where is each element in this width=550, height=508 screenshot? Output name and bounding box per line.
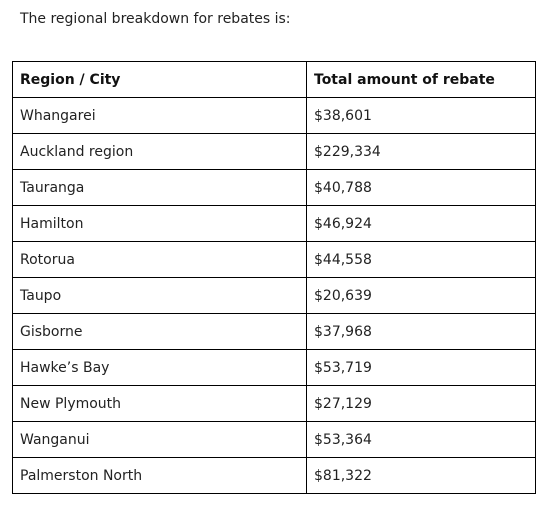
table-row: Taupo $20,639 xyxy=(12,277,536,314)
amount-cell: $40,788 xyxy=(306,169,536,206)
region-cell: Tauranga xyxy=(12,169,307,206)
region-cell: Taupo xyxy=(12,277,307,314)
table-row: Tauranga $40,788 xyxy=(12,169,536,206)
table-row: Wanganui $53,364 xyxy=(12,421,536,458)
amount-cell: $53,719 xyxy=(306,349,536,386)
table-header-row: Region / City Total amount of rebate xyxy=(12,61,536,98)
region-cell: Wanganui xyxy=(12,421,307,458)
region-cell: Gisborne xyxy=(12,313,307,350)
column-header-amount: Total amount of rebate xyxy=(306,61,536,98)
table-body: Whangarei $38,601 Auckland region $229,3… xyxy=(12,97,536,494)
intro-text: The regional breakdown for rebates is: xyxy=(20,11,291,27)
table-row: Hamilton $46,924 xyxy=(12,205,536,242)
region-cell: New Plymouth xyxy=(12,385,307,422)
amount-cell: $46,924 xyxy=(306,205,536,242)
region-cell: Hawke’s Bay xyxy=(12,349,307,386)
table-row: Rotorua $44,558 xyxy=(12,241,536,278)
region-cell: Rotorua xyxy=(12,241,307,278)
amount-cell: $38,601 xyxy=(306,97,536,134)
table-row: Palmerston North $81,322 xyxy=(12,457,536,494)
rebate-table: Region / City Total amount of rebate Wha… xyxy=(12,61,536,494)
region-cell: Auckland region xyxy=(12,133,307,170)
table-row: Auckland region $229,334 xyxy=(12,133,536,170)
table-row: Hawke’s Bay $53,719 xyxy=(12,349,536,386)
table-header: Region / City Total amount of rebate xyxy=(12,61,536,98)
amount-cell: $81,322 xyxy=(306,457,536,494)
amount-cell: $27,129 xyxy=(306,385,536,422)
amount-cell: $37,968 xyxy=(306,313,536,350)
table-row: Whangarei $38,601 xyxy=(12,97,536,134)
amount-cell: $53,364 xyxy=(306,421,536,458)
column-header-region: Region / City xyxy=(12,61,307,98)
amount-cell: $20,639 xyxy=(306,277,536,314)
region-cell: Whangarei xyxy=(12,97,307,134)
amount-cell: $229,334 xyxy=(306,133,536,170)
table-row: New Plymouth $27,129 xyxy=(12,385,536,422)
amount-cell: $44,558 xyxy=(306,241,536,278)
table-row: Gisborne $37,968 xyxy=(12,313,536,350)
region-cell: Hamilton xyxy=(12,205,307,242)
region-cell: Palmerston North xyxy=(12,457,307,494)
